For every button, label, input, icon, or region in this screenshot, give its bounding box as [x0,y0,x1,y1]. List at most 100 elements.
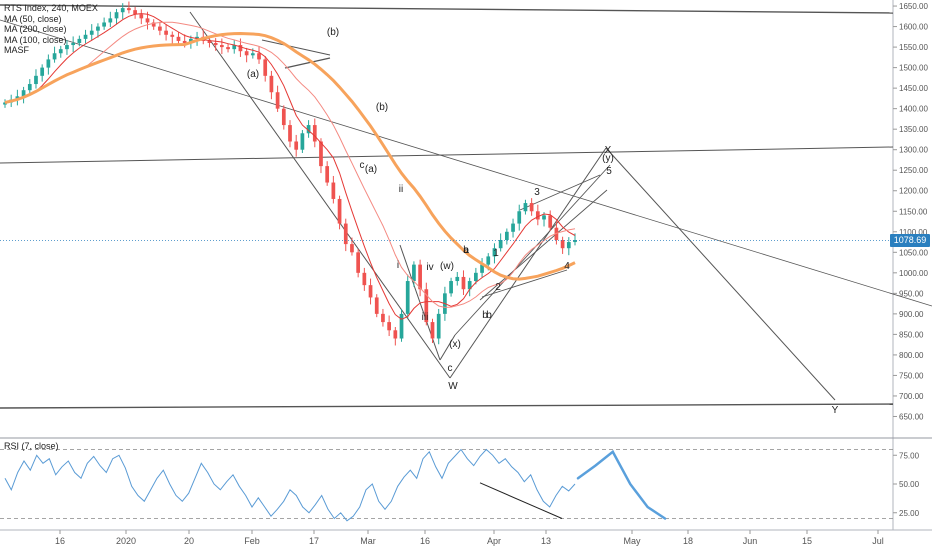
candle-body [108,18,113,23]
candle-body [306,125,311,134]
candle-body [232,45,237,50]
wave-label: 2 [495,282,501,293]
candle-body [164,30,168,35]
candle-body [461,276,466,290]
candle-body [486,256,491,265]
wave-label: (b) [376,102,388,113]
candle-body [145,18,150,23]
candle-body [424,289,429,323]
triangle-base [284,57,331,69]
candle-body [52,53,57,60]
ma50-line [4,13,576,320]
wave-label: a [463,245,469,256]
candle-body [535,211,540,220]
ma200-line [4,31,576,281]
candle-body [46,59,51,68]
wave-label: (x) [449,339,461,350]
channel-upper [454,164,611,336]
wave-label: a [463,245,469,256]
candle-body [238,45,243,52]
rsi-tick-label: 75.00 [899,451,920,460]
wave-label: c [448,363,453,374]
x-tick-label: Jul [872,536,884,546]
candle-body [300,133,305,150]
x-tick-label: Jun [743,536,758,546]
x-tick-label: 15 [802,536,812,546]
candle-body [560,239,565,249]
candle-body [331,182,336,199]
wave-label: (a) [247,69,259,80]
candle-body [573,239,577,243]
y-tick-label: 1250.00 [899,166,928,175]
resistance-line-top [0,4,894,14]
candle-body [430,322,435,339]
wave-label: 5 [606,166,612,177]
wave-label: (b) [327,27,339,38]
candle-body [529,203,534,212]
triangle-top [261,39,331,56]
rsi-projection-line [576,449,667,520]
candle-body [114,12,119,19]
rsi-line [4,448,576,522]
wave-label: iii [422,312,429,323]
candle-body [244,51,249,56]
y-tick-label: 700.00 [899,392,924,401]
candle-body [387,322,391,331]
candle-body [288,125,292,142]
wave-label: c [360,160,365,171]
chart-legend: RTS Index, 240, MOEX MA (50, close) MA (… [4,3,98,56]
candle-body [77,38,82,43]
wave-label: b [482,310,488,321]
y-tick-label: 900.00 [899,310,924,319]
candle-body [480,264,484,273]
candle-body [3,102,7,105]
x-tick-label: 20 [184,536,194,546]
wave-inner-2 [439,334,456,361]
candle-body [319,141,323,167]
y-tick-label: 1150.00 [899,207,928,216]
wave-label: W [448,381,458,392]
y-tick-label: 800.00 [899,351,924,360]
x-tick-label: Feb [244,536,260,546]
wave-label: i [397,260,399,271]
rsi-tick-label: 25.00 [899,509,920,518]
candle-body [34,75,38,85]
candle-body [219,45,224,48]
candle-body [368,285,373,298]
x-tick-label: Mar [360,536,376,546]
candle-body [343,223,348,245]
y-tick-label: 1200.00 [899,187,928,196]
channel-base [481,269,568,298]
candle-body [517,211,522,224]
candle-body [65,45,69,50]
support-line-bottom [0,403,894,409]
y-tick-label: 650.00 [899,412,924,421]
y-tick-label: 1500.00 [899,64,928,73]
horizontal-trendline [0,146,894,164]
y-tick-label: 1400.00 [899,105,928,114]
y-tick-label: 1550.00 [899,43,928,52]
wave-y-leg [605,147,836,401]
candle-body [393,330,398,339]
legend-ma50: MA (50, close) [4,13,62,24]
candle-body [58,49,63,54]
wave-label: X [605,145,612,156]
wave-label: b [486,310,492,321]
wave-label: (a) [365,164,377,175]
candle-body [374,297,379,314]
candle-body [89,30,94,35]
candle-body [27,84,32,91]
x-tick-label: 2020 [116,536,136,546]
legend-masf: MASF [4,45,30,55]
y-tick-label: 1000.00 [899,269,928,278]
candle-body [405,281,410,314]
candle-body [257,53,261,60]
y-tick-label: 1600.00 [899,23,928,32]
candle-body [213,42,218,46]
candle-body [474,272,478,282]
wave-x-leg [449,147,607,379]
x-tick-label: 18 [683,536,693,546]
candle-body [226,47,230,50]
candle-body [151,22,156,27]
